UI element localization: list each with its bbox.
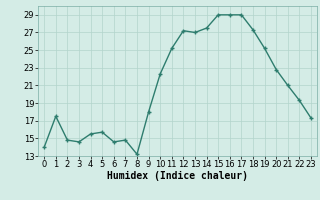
X-axis label: Humidex (Indice chaleur): Humidex (Indice chaleur) <box>107 171 248 181</box>
